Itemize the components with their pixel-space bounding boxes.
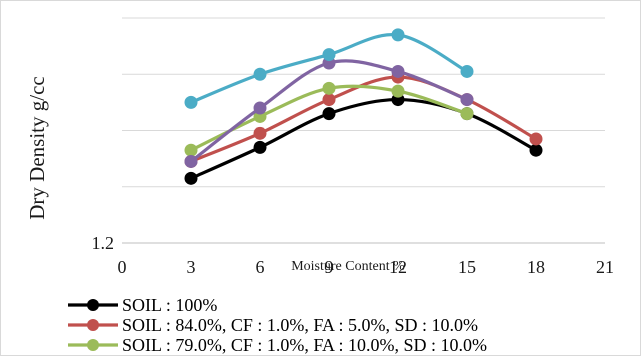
series-1-point <box>322 107 336 121</box>
y-axis-title: Dry Density g/cc <box>25 76 49 219</box>
legend-swatch-marker-3 <box>87 339 99 351</box>
series-line-1 <box>189 97 538 180</box>
x-tick-label: 15 <box>458 257 476 277</box>
x-tick-label: 12 <box>389 257 407 277</box>
x-tick-label: 21 <box>596 257 614 277</box>
x-tick-label: 3 <box>187 257 196 277</box>
x-axis-title: Moisture Content % <box>291 259 405 274</box>
legend-label-1: SOIL : 100% <box>122 295 217 315</box>
series-line-2 <box>189 75 538 164</box>
x-tick-label: 0 <box>118 257 127 277</box>
x-tick-label: 9 <box>325 257 334 277</box>
series-5-point <box>391 28 405 42</box>
series-3-point <box>460 107 474 121</box>
x-tick-label: 18 <box>527 257 545 277</box>
series-5-point <box>253 67 267 81</box>
series-4-point <box>184 154 198 168</box>
series-5-point <box>184 95 198 109</box>
series-4-point <box>253 101 267 115</box>
series-1-point <box>529 143 543 157</box>
series-3-point <box>391 84 405 98</box>
series-2-point <box>322 93 336 107</box>
legend: SOIL : 100%SOIL : 84.0%, CF : 1.0%, FA :… <box>68 295 487 355</box>
series-layer <box>184 28 543 185</box>
legend-swatch-marker-1 <box>87 299 99 311</box>
legend-swatch-marker-2 <box>87 319 99 331</box>
series-2-point <box>529 132 543 146</box>
series-3-point <box>184 143 198 157</box>
legend-label-3: SOIL : 79.0%, CF : 1.0%, FA : 10.0%, SD … <box>122 335 487 355</box>
series-1-point <box>253 140 267 154</box>
series-4-point <box>391 64 405 78</box>
y-tick-label: 1.2 <box>92 233 115 253</box>
series-4-point <box>460 93 474 107</box>
series-2-point <box>253 126 267 140</box>
series-5-point <box>322 48 336 62</box>
series-3-point <box>322 81 336 95</box>
axes: 0 3 6 9 12 15 18 21 1.2 Moisture Content % Dry Den… <box>25 76 614 277</box>
x-tick-label: 6 <box>256 257 265 277</box>
series-5-point <box>460 64 474 78</box>
legend-label-2: SOIL : 84.0%, CF : 1.0%, FA : 5.0%, SD :… <box>122 315 478 335</box>
series-1-point <box>184 171 198 185</box>
